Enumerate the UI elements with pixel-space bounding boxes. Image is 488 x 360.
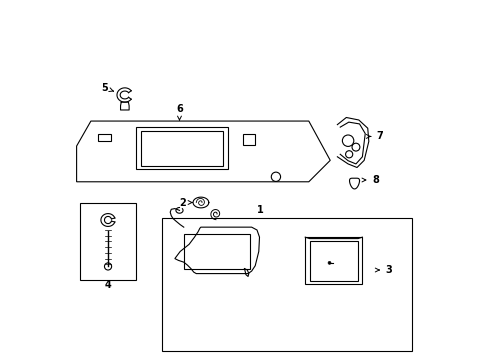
Text: 8: 8 <box>361 175 379 185</box>
Text: 7: 7 <box>366 131 383 141</box>
Text: 3: 3 <box>374 265 392 275</box>
Circle shape <box>327 261 330 264</box>
Text: 4: 4 <box>104 280 111 291</box>
Text: 2: 2 <box>179 198 192 207</box>
Text: 5: 5 <box>101 83 113 93</box>
Text: 1: 1 <box>257 205 264 215</box>
Text: 6: 6 <box>176 104 183 120</box>
Bar <box>80 203 135 280</box>
Bar <box>162 217 411 351</box>
